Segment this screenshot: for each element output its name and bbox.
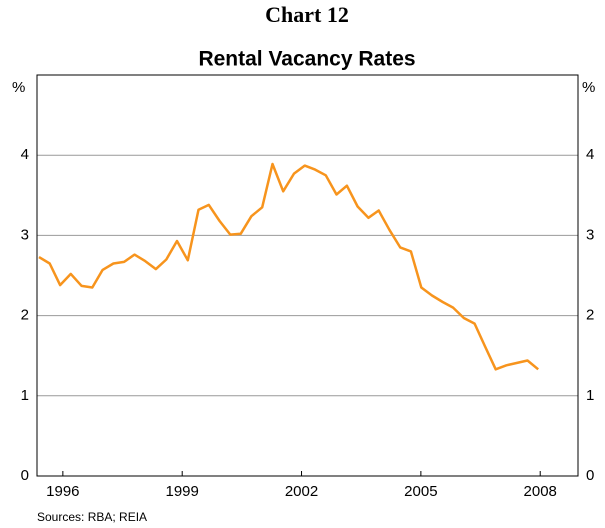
x-tick-label: 1996: [46, 483, 79, 500]
y2-tick-label: 1: [586, 387, 594, 404]
y-unit-left: %: [12, 79, 25, 96]
line-series: [38, 162, 539, 371]
chart-title: Chart 12: [265, 2, 349, 27]
y2-tick-label: 4: [586, 146, 594, 163]
x-tick-label: 2002: [285, 483, 318, 500]
y2-tick-label: 3: [586, 226, 594, 243]
y-tick-label: 0: [21, 467, 29, 484]
y-tick-label: 1: [21, 387, 29, 404]
y-tick-label: 3: [21, 226, 29, 243]
source-note: Sources: RBA; REIA: [37, 510, 147, 524]
x-tick-label: 2008: [524, 483, 557, 500]
y2-tick-label: 2: [586, 307, 594, 324]
x-tick-label: 2005: [404, 483, 437, 500]
y-unit-right: %: [582, 79, 595, 96]
plot-frame: [36, 74, 579, 477]
chart-subtitle: Rental Vacancy Rates: [198, 48, 415, 71]
y-tick-label: 4: [21, 146, 29, 163]
y-tick-label: 2: [21, 307, 29, 324]
x-tick-label: 1999: [166, 483, 199, 500]
y2-tick-label: 0: [586, 467, 594, 484]
